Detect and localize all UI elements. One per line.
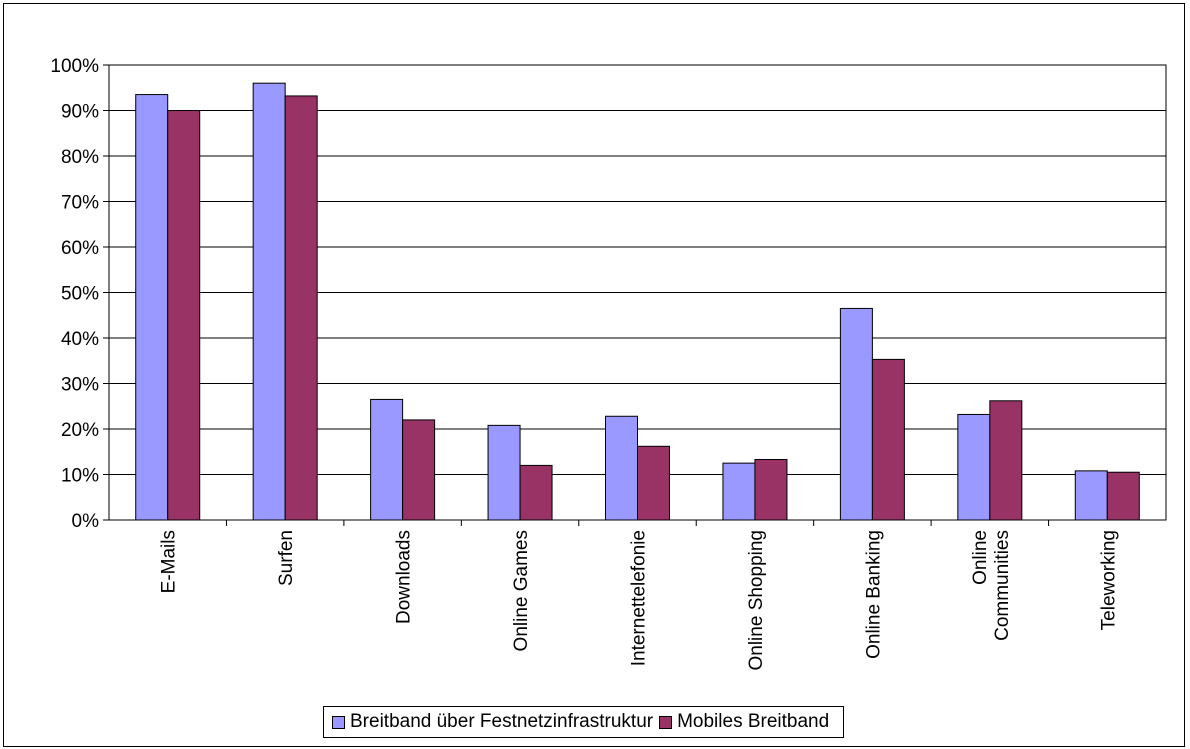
legend: Breitband über Festnetzinfrastruktur Mob…	[323, 706, 845, 738]
bar-series-1	[135, 94, 169, 521]
y-tick-label: 20%	[61, 420, 99, 441]
legend-item-series-1: Breitband über Festnetzinfrastruktur	[332, 711, 653, 733]
y-tick-label: 50%	[61, 284, 99, 305]
y-tick-label: 90%	[61, 102, 99, 123]
x-category-label: Online Banking	[863, 530, 884, 659]
legend-label-series-2: Mobiles Breitband	[677, 711, 830, 732]
bar-series-2	[989, 400, 1023, 521]
y-tick-label: 40%	[61, 329, 99, 350]
y-tick-label: 10%	[61, 466, 99, 487]
x-category-label: Surfen	[276, 530, 297, 586]
y-tick-label: 0%	[72, 511, 100, 532]
bar-series-1	[839, 307, 873, 521]
x-category-label: Communities	[992, 530, 1013, 641]
y-axis: 0% 10% 20% 30% 40% 50% 60% 70% 80% 90% 100%	[50, 56, 109, 532]
y-tick-label: 70%	[61, 193, 99, 214]
x-category-label: Online Games	[511, 530, 532, 651]
y-tick-label: 60%	[61, 238, 99, 259]
y-tick-label: 80%	[61, 147, 99, 168]
bar-series-2	[1106, 471, 1140, 521]
x-category-label: E-Mails	[159, 530, 180, 593]
bar-series-2	[637, 445, 670, 521]
bar-series-1	[957, 413, 991, 521]
legend-item-series-2: Mobiles Breitband	[659, 711, 829, 733]
x-category-label: Downloads	[394, 530, 415, 624]
y-tick-label: 30%	[61, 375, 99, 396]
legend-swatch-series-2	[659, 715, 673, 729]
bar-series-2	[167, 110, 201, 521]
x-category-label: Online Shopping	[746, 530, 767, 671]
bar-series-1	[370, 398, 404, 521]
x-category-label: Internettelefonie	[629, 530, 650, 666]
legend-swatch-series-1	[332, 715, 345, 729]
x-axis: E-Mails Surfen Downloads Online Games Intern…	[159, 520, 1119, 671]
bar-series-1	[487, 424, 521, 521]
bar-series-2	[754, 458, 788, 521]
y-tick-label: 100%	[50, 56, 99, 77]
x-category-label: Online	[970, 530, 991, 585]
bar-series-2	[402, 419, 436, 521]
bar-series-1	[252, 82, 286, 521]
bar-series-1	[605, 415, 638, 521]
bar-series-2	[284, 95, 318, 521]
bar-series-2	[871, 358, 905, 521]
bar-series-1	[1074, 470, 1108, 521]
legend-label-series-1: Breitband über Festnetzinfrastruktur	[350, 711, 654, 732]
bars	[135, 82, 1140, 521]
bar-series-2	[519, 464, 553, 521]
x-category-label: Teleworking	[1098, 530, 1119, 630]
bar-series-1	[722, 462, 756, 521]
